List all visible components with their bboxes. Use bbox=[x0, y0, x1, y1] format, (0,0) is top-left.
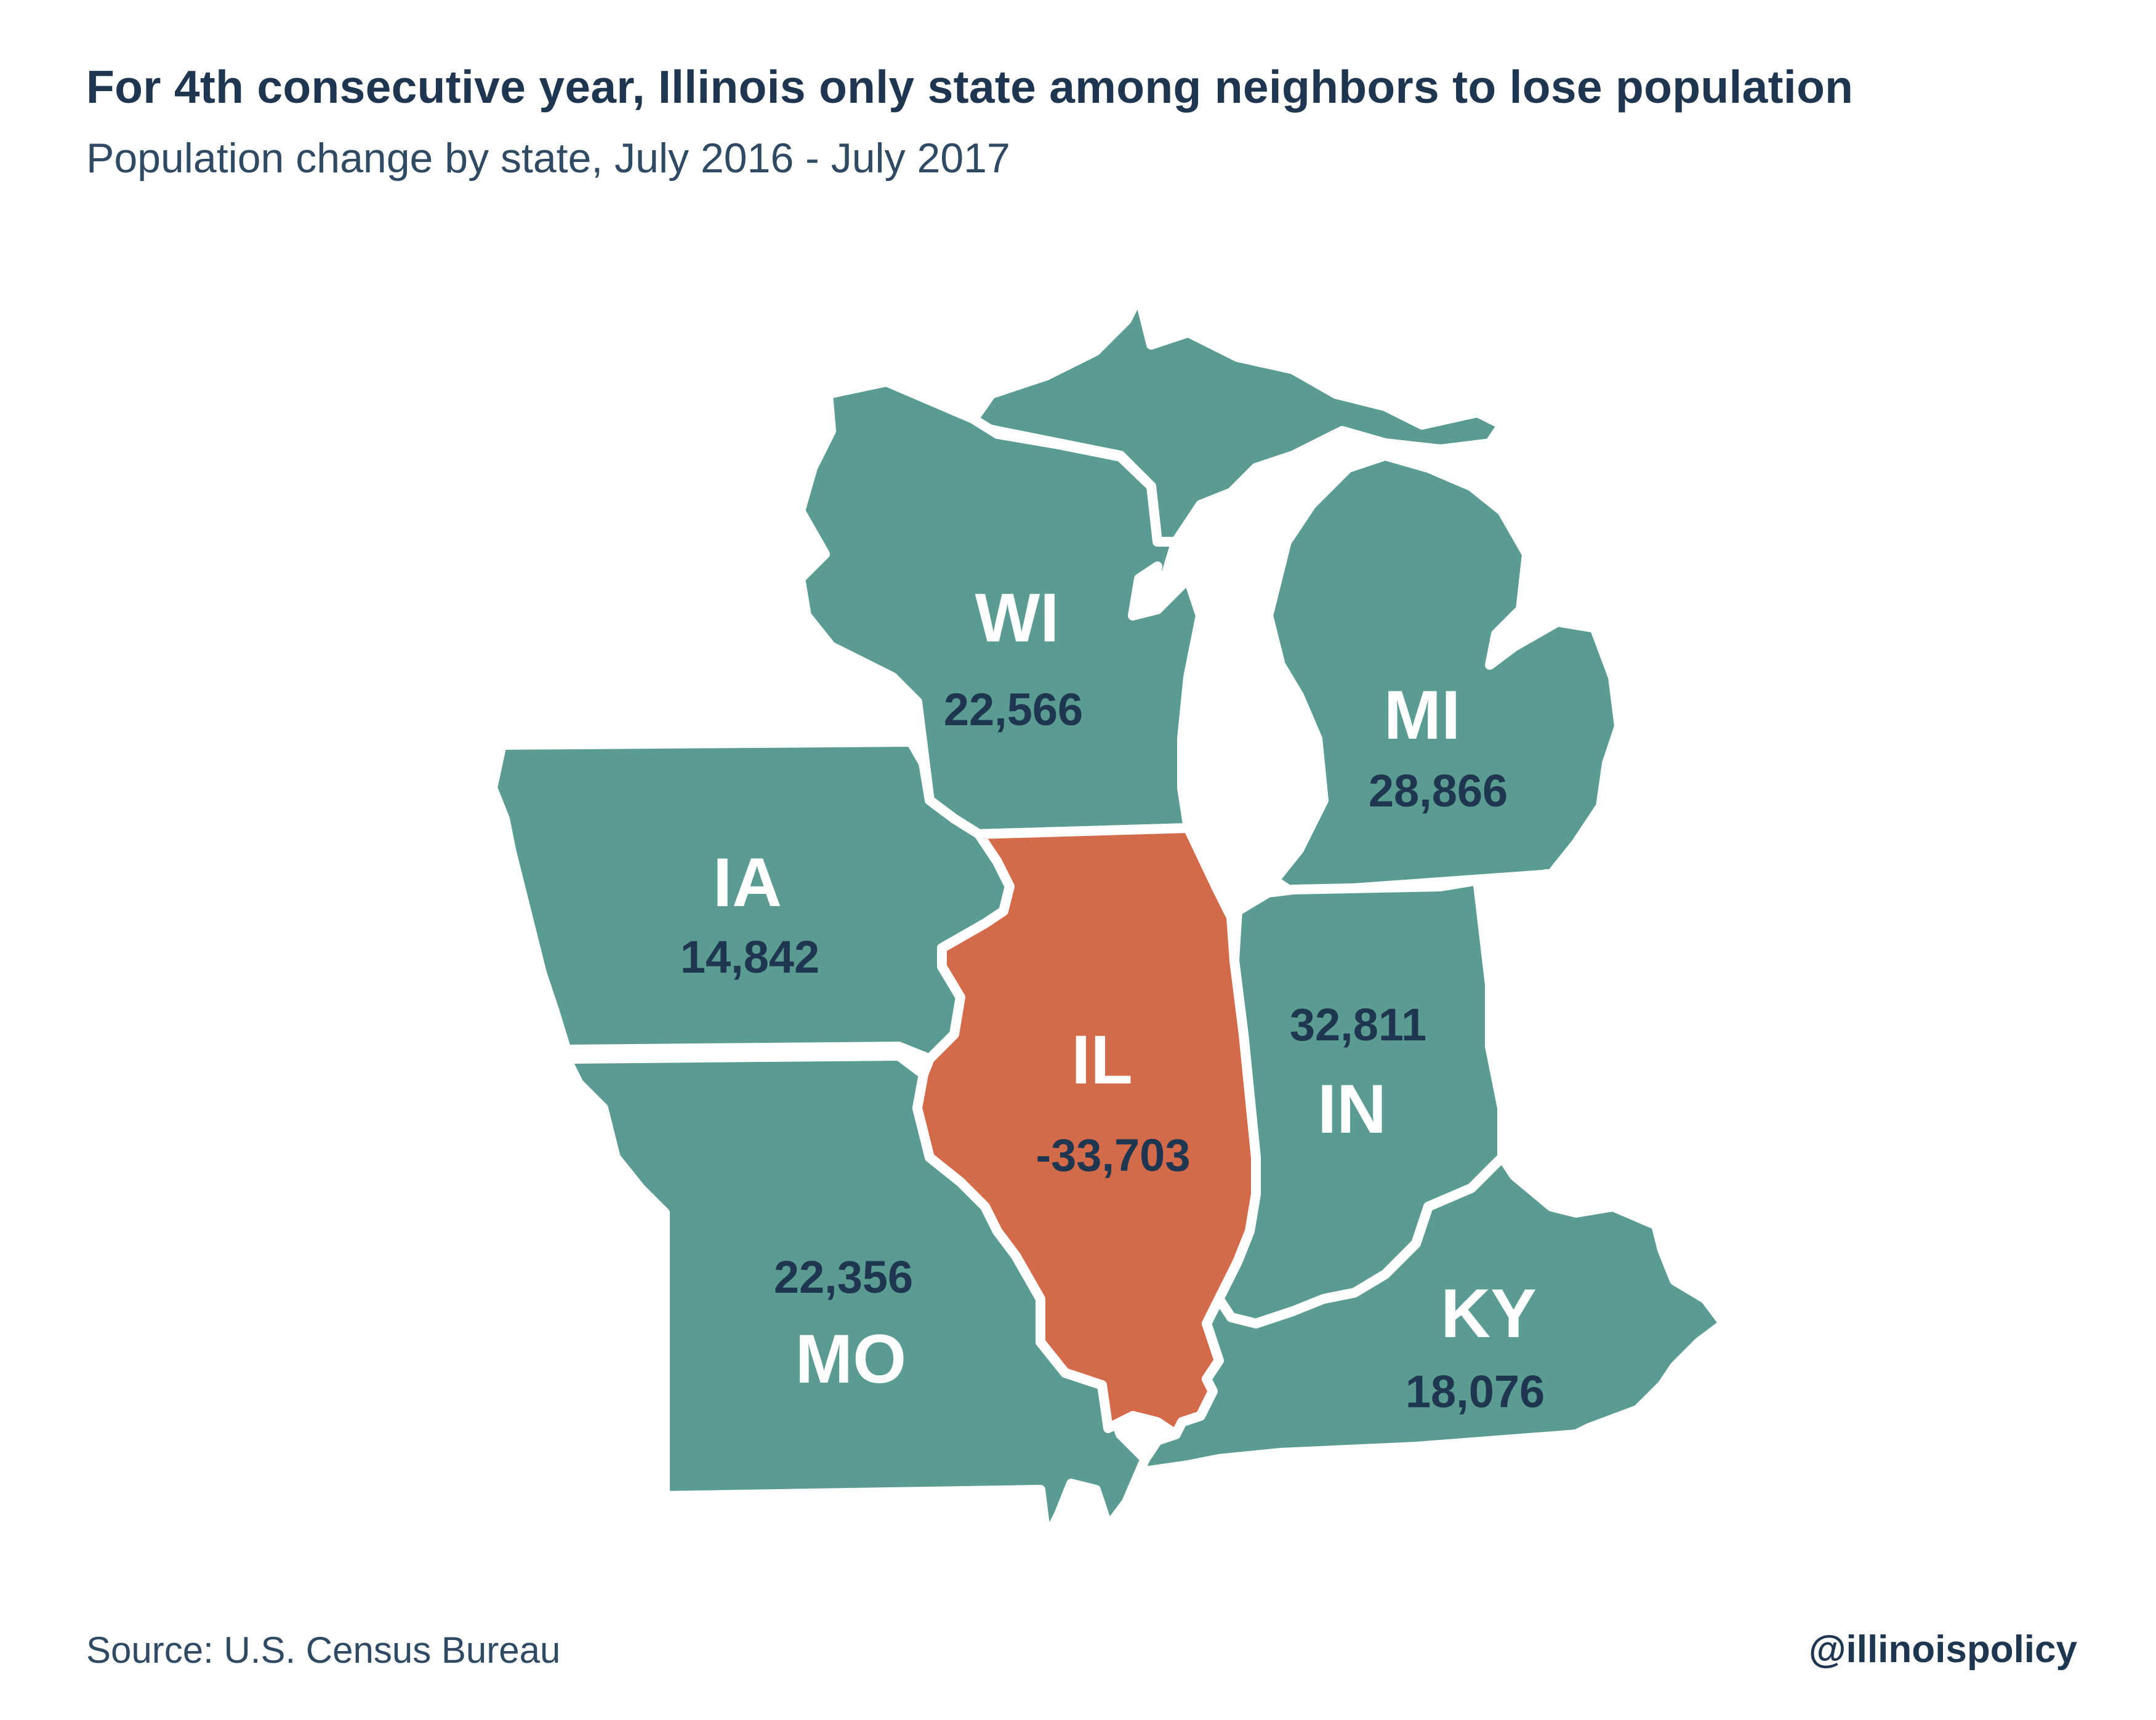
chart-title: For 4th consecutive year, Illinois only … bbox=[86, 61, 1854, 113]
state-abbr-mo: MO bbox=[795, 1320, 906, 1397]
state-abbr-mi: MI bbox=[1384, 677, 1460, 754]
twitter-handle: @illinoispolicy bbox=[1809, 1628, 2077, 1671]
state-value-mo: 22,356 bbox=[774, 1252, 913, 1303]
state-abbr-ky: KY bbox=[1441, 1275, 1537, 1352]
state-shape-ky bbox=[1122, 1152, 1729, 1507]
state-value-mi: 28,866 bbox=[1369, 765, 1508, 816]
state-shape-wi bbox=[795, 377, 1205, 839]
state-value-il: -33,703 bbox=[1036, 1130, 1191, 1181]
state-shape-mi-lower bbox=[1263, 451, 1624, 898]
state-abbr-ia: IA bbox=[713, 844, 782, 921]
source-note: Source: U.S. Census Bureau bbox=[86, 1630, 561, 1671]
state-abbr-wi: WI bbox=[975, 579, 1060, 656]
state-value-ia: 14,842 bbox=[680, 931, 819, 983]
state-abbr-il: IL bbox=[1071, 1021, 1133, 1098]
state-value-ky: 18,076 bbox=[1406, 1366, 1545, 1417]
state-value-wi: 22,566 bbox=[944, 684, 1083, 735]
state-value-in: 32,811 bbox=[1290, 999, 1426, 1050]
state-abbr-in: IN bbox=[1317, 1071, 1386, 1147]
chart-subtitle: Population change by state, July 2016 - … bbox=[86, 135, 1010, 182]
